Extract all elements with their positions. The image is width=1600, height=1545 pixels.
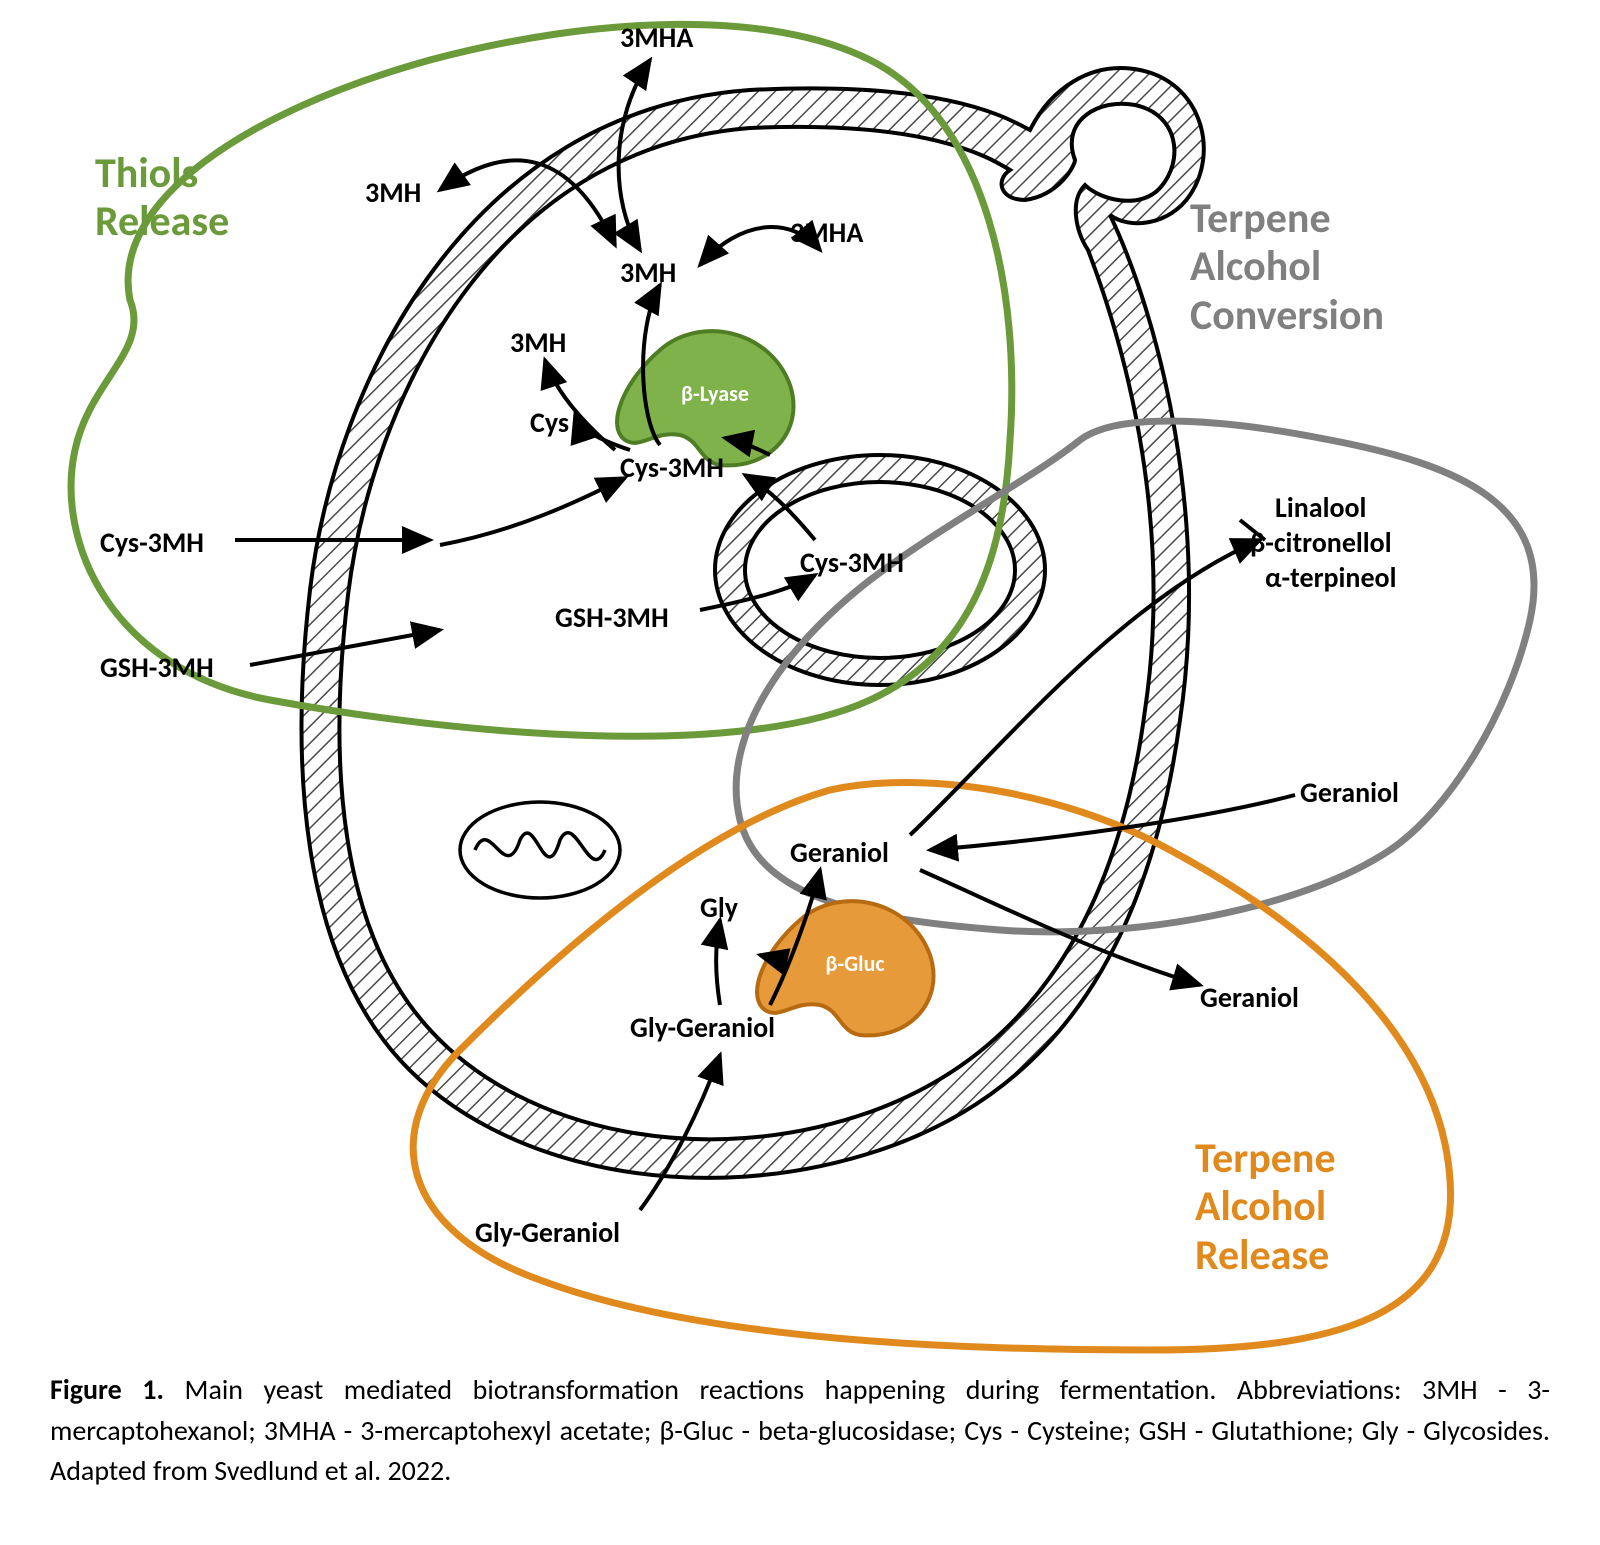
tr-line1: Terpene: [1195, 1133, 1336, 1184]
diagram-canvas: Thiols Release Terpene Alcohol Conversio…: [0, 0, 1600, 1545]
terpene-rel-label: Terpene Alcohol Release: [1195, 1135, 1336, 1280]
label-geraniol-in: Geraniol: [790, 835, 889, 870]
beta-lyase-label: β-Lyase: [660, 380, 770, 407]
label-gsh3mh-out: GSH-3MH: [100, 650, 214, 685]
label-3mh-left: 3MH: [510, 325, 566, 360]
tr-line2: Alcohol: [1195, 1181, 1326, 1232]
label-3mh-mid: 3MH: [620, 255, 676, 290]
label-3mh-outerl: 3MH: [365, 175, 421, 210]
thiols-line1: Thiols: [95, 148, 198, 199]
label-cys3mh-vac: Cys-3MH: [800, 545, 904, 580]
label-cys3mh-out: Cys-3MH: [100, 525, 204, 560]
label-bcitron: β-citronellol: [1250, 525, 1392, 560]
label-geraniol-ext: Geraniol: [1300, 775, 1399, 810]
label-glyger-in: Gly-Geraniol: [630, 1010, 775, 1045]
label-cys: Cys: [530, 405, 569, 440]
thiols-line2: Release: [95, 196, 229, 247]
label-glyger-out: Gly-Geraniol: [475, 1215, 620, 1250]
caption-body: Main yeast mediated biotransformation re…: [50, 1372, 1550, 1488]
tc-line3: Conversion: [1190, 290, 1384, 341]
mitochondrion-icon: [460, 802, 620, 898]
thiols-label: Thiols Release: [95, 150, 229, 247]
label-aterp: α-terpineol: [1265, 560, 1396, 595]
caption-lead: Figure 1.: [50, 1372, 164, 1407]
label-geraniol-out: Geraniol: [1200, 980, 1299, 1015]
label-linalool: Linalool: [1275, 490, 1366, 525]
tc-line1: Terpene: [1190, 193, 1331, 244]
tc-line2: Alcohol: [1190, 241, 1321, 292]
label-3mha-inner: 3MHA: [790, 215, 863, 250]
tr-line3: Release: [1195, 1230, 1329, 1281]
label-gsh3mh-in: GSH-3MH: [555, 600, 669, 635]
terpene-conv-label: Terpene Alcohol Conversion: [1190, 195, 1384, 340]
label-cys3mh-in: Cys-3MH: [620, 450, 724, 485]
label-3mha-top: 3MHA: [620, 20, 693, 55]
label-gly: Gly: [700, 890, 738, 925]
beta-gluc-label: β-Gluc: [800, 950, 910, 977]
figure-caption: Figure 1. Main yeast mediated biotransfo…: [50, 1370, 1550, 1492]
